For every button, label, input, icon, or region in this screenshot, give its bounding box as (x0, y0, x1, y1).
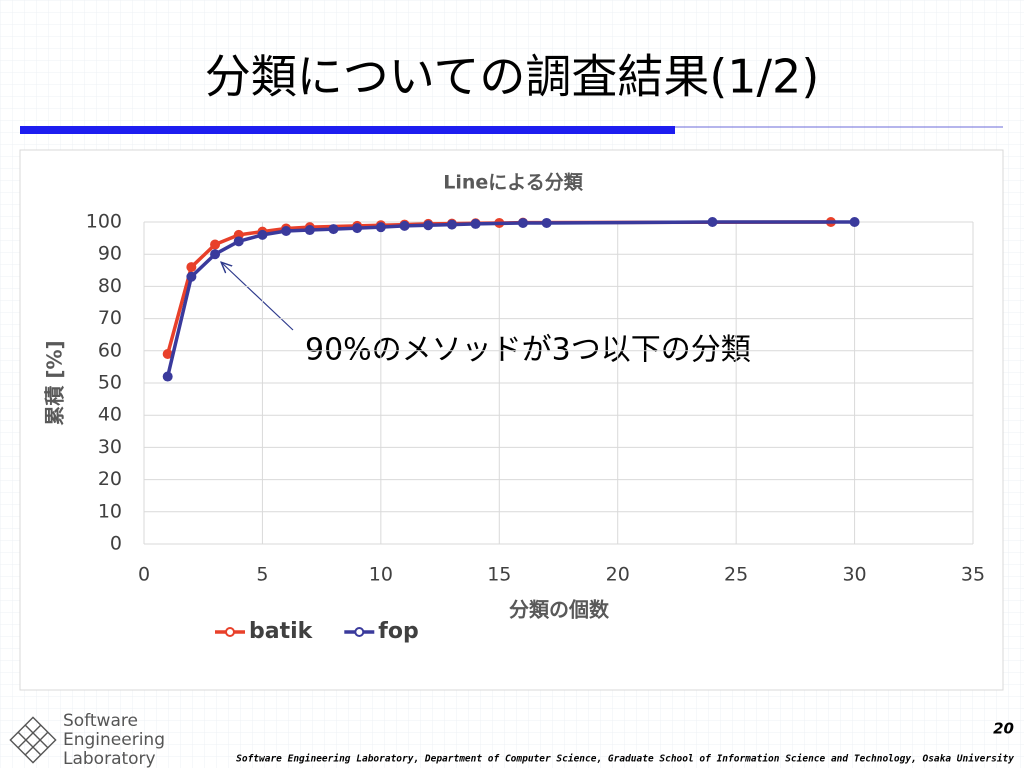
data-point (352, 223, 363, 234)
data-point (541, 217, 552, 228)
x-tick-label: 20 (606, 564, 630, 586)
x-tick-label: 10 (369, 564, 393, 586)
chart-area (19, 149, 1004, 691)
data-point (257, 229, 268, 240)
data-point (375, 222, 386, 233)
legend-label: batik (249, 619, 314, 644)
x-tick-label: 15 (487, 564, 511, 586)
data-point (470, 218, 481, 229)
logo-text: Laboratory (63, 749, 156, 768)
legend-marker (354, 627, 365, 637)
y-tick-label: 80 (98, 275, 122, 297)
data-point (186, 262, 197, 273)
y-tick-label: 70 (98, 307, 122, 329)
y-axis-label: 累積 [%] (43, 340, 67, 425)
page-number: 20 (993, 720, 1014, 738)
data-point (328, 224, 339, 235)
y-tick-label: 100 (86, 211, 122, 233)
y-tick-label: 40 (98, 404, 122, 426)
data-point (399, 220, 410, 231)
logo-text: Engineering (63, 730, 165, 750)
footer: Software Engineering Laboratory, Departm… (236, 754, 1014, 765)
y-tick-label: 0 (110, 533, 122, 555)
data-point (517, 217, 528, 228)
x-tick-label: 0 (138, 564, 150, 586)
y-tick-label: 30 (98, 436, 122, 458)
data-point (210, 239, 221, 250)
slide-title: 分類についての調査結果(1/2) (205, 50, 820, 104)
legend-label: fop (378, 619, 418, 644)
data-point (162, 371, 173, 382)
logo: Software Engineering Laboratory (9, 711, 165, 769)
data-point (233, 236, 244, 247)
x-axis-label: 分類の個数 (509, 598, 610, 622)
plot: 0 10 20 30 40 50 60 70 80 90 100 0 5 10 15 20 25 30 35 (86, 211, 985, 586)
annotation: 90%のメソッドが3つ以下の分類 (305, 333, 751, 368)
y-tick-label: 50 (98, 372, 122, 394)
data-point (446, 219, 457, 230)
x-tick-label: 30 (842, 564, 866, 586)
title-bar (20, 126, 675, 134)
chart-title: Lineによる分類 (443, 172, 583, 194)
y-tick-label: 10 (98, 500, 122, 522)
y-tick-label: 60 (98, 339, 122, 361)
y-tick-label: 20 (98, 468, 122, 490)
x-tick-label: 35 (961, 564, 985, 586)
data-point (707, 217, 718, 227)
data-point (210, 249, 221, 260)
legend-marker (225, 627, 235, 637)
logo-text: Software (63, 711, 138, 731)
data-point (423, 220, 434, 231)
data-point (304, 225, 315, 236)
x-tick-label: 25 (724, 564, 748, 586)
x-tick-label: 5 (256, 564, 268, 586)
y-tick-label: 90 (98, 243, 122, 265)
data-point (186, 271, 197, 282)
data-point (281, 226, 292, 237)
data-point (849, 217, 860, 227)
